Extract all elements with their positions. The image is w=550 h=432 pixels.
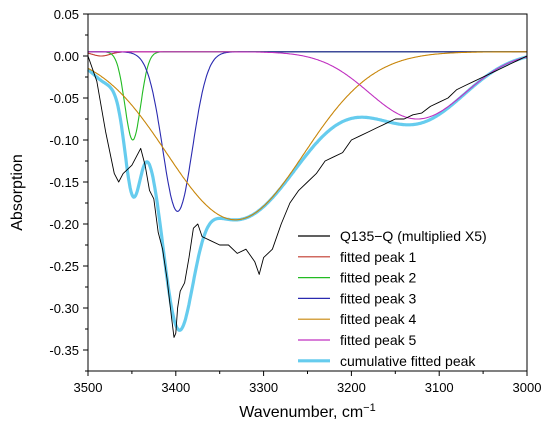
legend: Q135−Q (multiplied X5) fitted peak 1 fitte… xyxy=(298,228,487,369)
y-tick-label: -0.20 xyxy=(49,217,79,232)
y-tick-label: -0.15 xyxy=(49,175,79,190)
series-cumulative-fitted-peak xyxy=(87,55,528,332)
x-tick-label: 3000 xyxy=(513,380,542,395)
plot-frame xyxy=(87,13,528,372)
legend-label: cumulative fitted peak xyxy=(340,353,476,369)
series-measured xyxy=(87,55,528,338)
legend-label: fitted peak 4 xyxy=(340,311,416,327)
legend-label: fitted peak 5 xyxy=(340,332,416,348)
y-tick-label: -0.30 xyxy=(49,301,79,316)
y-tick-label: -0.05 xyxy=(49,91,79,106)
legend-label: fitted peak 1 xyxy=(340,249,416,265)
series-fitted-peak-4 xyxy=(87,51,527,221)
y-tick-label: -0.25 xyxy=(49,259,79,274)
ticks-layer: 3500 3400 3300 3200 3100 3000 0.05 0.00 -0.05 -0.… xyxy=(49,7,541,395)
y-axis-title: Absorption xyxy=(9,154,26,231)
y-tick-label: 0.00 xyxy=(54,49,79,64)
legend-label: Q135−Q (multiplied X5) xyxy=(340,228,487,244)
x-tick-label: 3200 xyxy=(337,380,366,395)
x-axis-title-superscript: −1 xyxy=(363,402,376,414)
x-axis-title-main: Wavenumber, cm xyxy=(239,404,363,421)
y-tick-label: -0.35 xyxy=(49,343,79,358)
legend-label: fitted peak 3 xyxy=(340,290,416,306)
x-tick-label: 3500 xyxy=(74,380,103,395)
y-tick-label: 0.05 xyxy=(54,7,79,22)
x-tick-label: 3400 xyxy=(161,380,190,395)
series-fitted-peak-3 xyxy=(88,51,527,212)
y-tick-label: -0.10 xyxy=(49,133,79,148)
x-axis-title: Wavenumber, cm−1 xyxy=(239,402,375,421)
x-tick-label: 3100 xyxy=(425,380,454,395)
legend-label: fitted peak 2 xyxy=(340,270,416,286)
series-layer xyxy=(87,51,528,338)
x-tick-label: 3300 xyxy=(249,380,278,395)
series-fitted-peak-5 xyxy=(88,51,528,120)
